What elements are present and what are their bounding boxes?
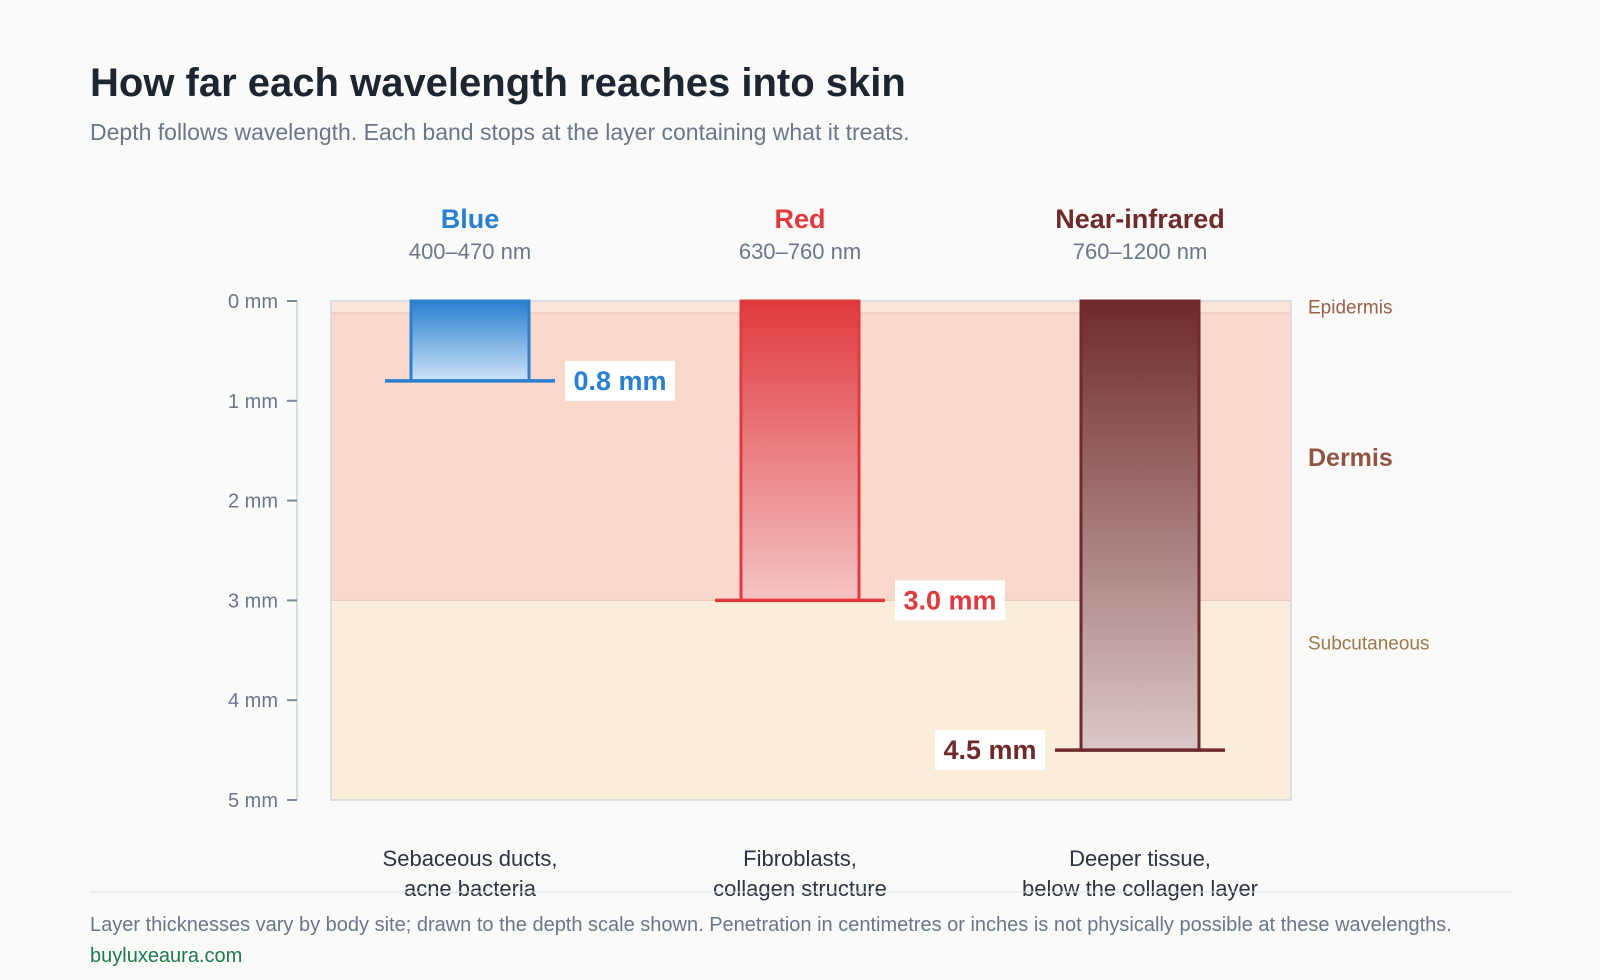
band-range: 760–1200 nm — [1073, 239, 1208, 264]
band-name: Red — [774, 204, 825, 234]
value-label-box — [895, 580, 1005, 621]
value-label: 3.0 mm — [903, 585, 996, 615]
band-target-line1: Fibroblasts, — [743, 846, 857, 871]
wavelength-bars: 0.8 mm 3.0 mm 4.5 mm — [385, 299, 1225, 771]
value-label: 4.5 mm — [943, 735, 1036, 765]
y-axis: 0 mm 1 mm 2 mm 3 mm 4 mm 5 mm — [228, 291, 298, 812]
band-headers: Blue 400–470 nm Red 630–760 nm Near-infrared… — [409, 204, 1225, 264]
value-label-box — [935, 730, 1045, 771]
y-tick-label: 1 mm — [228, 391, 278, 413]
layer-labels: Epidermis Dermis Subcutaneous — [1308, 298, 1430, 655]
y-tick-label: 3 mm — [228, 590, 278, 612]
value-label: 0.8 mm — [573, 366, 666, 396]
y-tick-label: 2 mm — [228, 491, 278, 513]
y-tick-label: 5 mm — [228, 790, 278, 812]
bar-blue — [409, 299, 531, 383]
band-target-line2: acne bacteria — [404, 876, 537, 901]
band-range: 400–470 nm — [409, 239, 531, 264]
footer-source[interactable]: buyluxeaura.com — [90, 945, 242, 967]
footer-note: Layer thicknesses vary by body site; dra… — [90, 914, 1452, 936]
chart-title: How far each wavelength reaches into ski… — [90, 61, 906, 105]
layer-label-dermis: Dermis — [1308, 444, 1393, 472]
band-target-line1: Sebaceous ducts, — [383, 846, 558, 871]
chart-subtitle: Depth follows wavelength. Each band stop… — [90, 119, 910, 145]
layer-label-epidermis: Epidermis — [1308, 298, 1392, 319]
band-name: Near-infrared — [1055, 204, 1225, 234]
y-tick-label: 0 mm — [228, 291, 278, 313]
band-target-line2: collagen structure — [713, 876, 887, 901]
value-label-box — [565, 360, 675, 401]
band-target-line1: Deeper tissue, — [1069, 846, 1211, 871]
band-target-line2: below the collagen layer — [1022, 876, 1258, 901]
band-name: Blue — [441, 204, 500, 234]
band-targets: Sebaceous ducts, acne bacteria Fibroblasts… — [383, 846, 1258, 901]
bar-red — [739, 299, 861, 602]
band-range: 630–760 nm — [739, 239, 861, 264]
bar-near-infrared — [1079, 299, 1201, 752]
layer-label-subcutaneous: Subcutaneous — [1308, 634, 1430, 655]
y-tick-label: 4 mm — [228, 690, 278, 712]
